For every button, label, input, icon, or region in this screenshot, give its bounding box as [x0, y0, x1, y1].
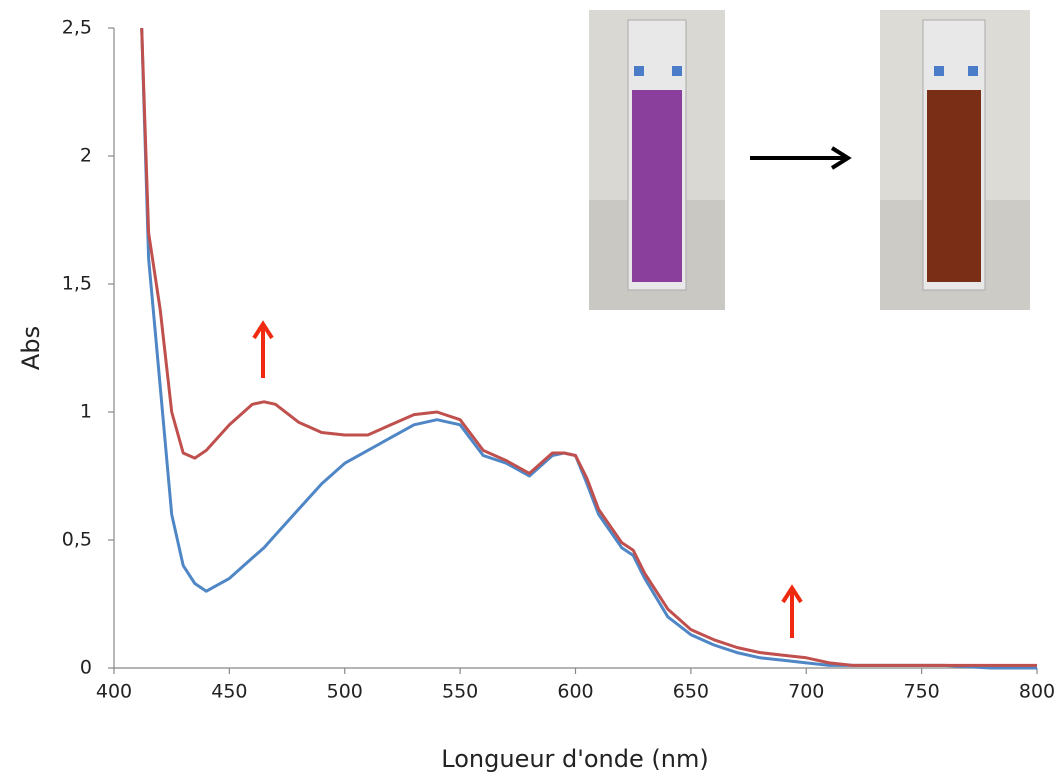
photo-after	[880, 10, 1030, 310]
series-line	[140, 27, 1037, 670]
x-tick-label: 500	[327, 681, 363, 703]
y-tick-label: 1	[80, 401, 92, 423]
y-tick-label: 0,5	[62, 529, 92, 551]
series-line	[140, 27, 1037, 667]
x-tick-label: 450	[211, 681, 247, 703]
x-tick-label: 800	[1019, 681, 1055, 703]
x-tick-label: 600	[557, 681, 593, 703]
arrow-black	[750, 146, 852, 170]
y-tick-label: 1,5	[62, 273, 92, 295]
x-tick-label: 400	[96, 681, 132, 703]
x-axis-title: Longueur d'onde (nm)	[441, 745, 708, 773]
x-tick-label: 550	[442, 681, 478, 703]
y-axis-title: Abs	[17, 326, 45, 370]
x-tick-label: 750	[903, 681, 939, 703]
y-tick-label: 2	[80, 145, 92, 167]
photo-before	[589, 10, 725, 310]
x-tick-label: 650	[673, 681, 709, 703]
arrow-red	[252, 320, 803, 638]
x-tick-label: 700	[788, 681, 824, 703]
y-tick-label: 2,5	[62, 17, 92, 39]
y-tick-label: 0	[80, 657, 92, 679]
